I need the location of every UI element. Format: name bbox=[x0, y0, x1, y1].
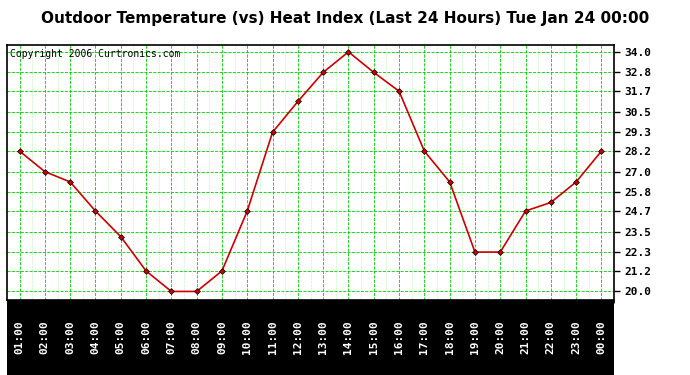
Text: 19:00: 19:00 bbox=[470, 321, 480, 354]
Text: 00:00: 00:00 bbox=[596, 321, 607, 354]
Text: 05:00: 05:00 bbox=[116, 321, 126, 354]
Text: Copyright 2006 Curtronics.com: Copyright 2006 Curtronics.com bbox=[10, 49, 180, 59]
Text: 07:00: 07:00 bbox=[166, 321, 177, 354]
Text: 06:00: 06:00 bbox=[141, 321, 151, 354]
Text: 01:00: 01:00 bbox=[14, 321, 25, 354]
Text: 02:00: 02:00 bbox=[40, 321, 50, 354]
Text: 10:00: 10:00 bbox=[242, 321, 253, 354]
Text: 08:00: 08:00 bbox=[192, 321, 201, 354]
Text: Outdoor Temperature (vs) Heat Index (Last 24 Hours) Tue Jan 24 00:00: Outdoor Temperature (vs) Heat Index (Las… bbox=[41, 11, 649, 26]
Text: 22:00: 22:00 bbox=[546, 321, 556, 354]
Text: 11:00: 11:00 bbox=[268, 321, 277, 354]
Text: 16:00: 16:00 bbox=[394, 321, 404, 354]
Text: 15:00: 15:00 bbox=[368, 321, 379, 354]
Text: 12:00: 12:00 bbox=[293, 321, 303, 354]
Text: 17:00: 17:00 bbox=[420, 321, 429, 354]
Text: 21:00: 21:00 bbox=[520, 321, 531, 354]
Text: 04:00: 04:00 bbox=[90, 321, 101, 354]
Text: 23:00: 23:00 bbox=[571, 321, 581, 354]
Text: 13:00: 13:00 bbox=[318, 321, 328, 354]
Text: 03:00: 03:00 bbox=[65, 321, 75, 354]
Text: 09:00: 09:00 bbox=[217, 321, 227, 354]
Text: 20:00: 20:00 bbox=[495, 321, 505, 354]
Text: 14:00: 14:00 bbox=[344, 321, 353, 354]
Text: 18:00: 18:00 bbox=[444, 321, 455, 354]
